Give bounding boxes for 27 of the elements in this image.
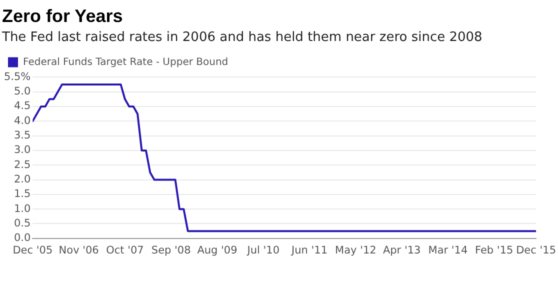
y-tick-label: 3.5 — [14, 130, 31, 142]
x-tick-label: Sep '08 — [151, 244, 191, 256]
x-tick-label: Dec '05 — [12, 244, 53, 256]
y-tick-label: 5.0 — [14, 86, 31, 98]
x-tick-label: Jul '10 — [246, 244, 280, 256]
y-tick-label: 4.0 — [14, 114, 31, 127]
x-tick-label: Oct '07 — [106, 244, 144, 256]
chart-subtitle: The Fed last raised rates in 2006 and has held them near zero since 2008 — [1, 30, 482, 45]
y-tick-label: 1.0 — [14, 202, 31, 215]
y-tick-label: 0.0 — [14, 232, 31, 244]
x-tick-label: Feb '15 — [475, 244, 514, 256]
x-tick-label: Jun '11 — [290, 244, 328, 256]
x-tick-label: Dec '15 — [516, 244, 556, 256]
chart-title: Zero for Years — [2, 6, 123, 26]
y-tick-label: 0.5 — [14, 217, 31, 230]
y-tick-label: 2.5 — [14, 158, 31, 171]
x-tick-label: May '12 — [335, 244, 376, 256]
legend-label: Federal Funds Target Rate - Upper Bound — [23, 56, 228, 68]
x-tick-label: Mar '14 — [428, 244, 468, 256]
y-tick-label: 1.5 — [14, 188, 31, 200]
y-tick-label: 4.5 — [14, 100, 31, 112]
x-tick-label: Nov '06 — [58, 244, 100, 256]
x-tick-label: Apr '13 — [382, 244, 421, 256]
y-tick-label: 5.5% — [4, 70, 31, 83]
y-tick-label: 2.0 — [14, 174, 31, 186]
x-tick-label: Aug '09 — [197, 244, 238, 256]
y-tick-label: 3.0 — [14, 144, 31, 156]
